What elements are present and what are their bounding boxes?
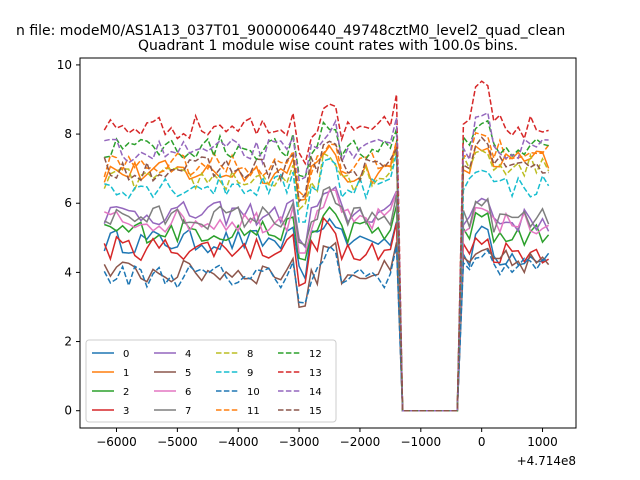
y-tick-label: 8 bbox=[64, 127, 72, 141]
legend-label-7: 7 bbox=[185, 406, 191, 417]
legend-label-1: 1 bbox=[123, 368, 129, 379]
y-tick-label: 6 bbox=[64, 196, 72, 210]
y-tick-label: 2 bbox=[64, 335, 72, 349]
series-line-11 bbox=[103, 131, 550, 412]
series-layer bbox=[103, 80, 550, 412]
legend-label-0: 0 bbox=[123, 349, 129, 360]
series-line-15 bbox=[103, 136, 549, 412]
series-line-3 bbox=[103, 216, 549, 412]
x-tick-label: −6000 bbox=[96, 435, 137, 449]
series-line-8 bbox=[103, 148, 550, 412]
legend-label-3: 3 bbox=[123, 406, 129, 417]
plot-area-frame bbox=[79, 57, 577, 429]
x-tick-label: −3000 bbox=[279, 435, 320, 449]
series-line-7 bbox=[103, 185, 550, 412]
legend-label-8: 8 bbox=[247, 349, 253, 360]
x-tick-label: −1000 bbox=[401, 435, 442, 449]
legend-label-15: 15 bbox=[309, 406, 322, 417]
legend-label-12: 12 bbox=[309, 349, 322, 360]
legend-label-5: 5 bbox=[185, 368, 191, 379]
legend-label-14: 14 bbox=[309, 387, 322, 398]
legend-label-6: 6 bbox=[185, 387, 191, 398]
legend-label-2: 2 bbox=[123, 387, 129, 398]
x-axis: −6000 −5000 −4000 −3000 −2000 −1000 0 1000 bbox=[96, 428, 558, 449]
chart-title: Quadrant 1 module wise count rates with … bbox=[138, 38, 518, 54]
legend-label-9: 9 bbox=[247, 368, 253, 379]
legend-label-13: 13 bbox=[309, 368, 322, 379]
figure-suptitle: n file: modeM0/AS1A13_037T01_9000006440_… bbox=[16, 23, 565, 39]
y-axis: 0 2 4 6 8 10 bbox=[57, 58, 80, 418]
series-line-5 bbox=[103, 241, 550, 412]
series-line-10 bbox=[103, 244, 549, 412]
series-line-12 bbox=[104, 119, 549, 412]
legend-label-11: 11 bbox=[247, 406, 260, 417]
x-tick-label: 0 bbox=[478, 435, 486, 449]
legend-label-4: 4 bbox=[185, 349, 191, 360]
y-tick-label: 10 bbox=[57, 58, 72, 72]
x-offset-label: +4.714e8 bbox=[517, 454, 576, 468]
x-tick-label: 1000 bbox=[527, 435, 558, 449]
series-line-9 bbox=[104, 153, 550, 412]
x-tick-label: −5000 bbox=[157, 435, 198, 449]
y-tick-label: 0 bbox=[64, 404, 72, 418]
y-tick-label: 4 bbox=[64, 265, 72, 279]
series-line-13 bbox=[103, 80, 549, 412]
legend-label-10: 10 bbox=[247, 387, 260, 398]
x-tick-label: −4000 bbox=[218, 435, 259, 449]
legend-frame bbox=[85, 339, 337, 423]
x-tick-label: −2000 bbox=[340, 435, 381, 449]
series-line-2 bbox=[104, 205, 550, 412]
series-line-14 bbox=[104, 111, 549, 412]
